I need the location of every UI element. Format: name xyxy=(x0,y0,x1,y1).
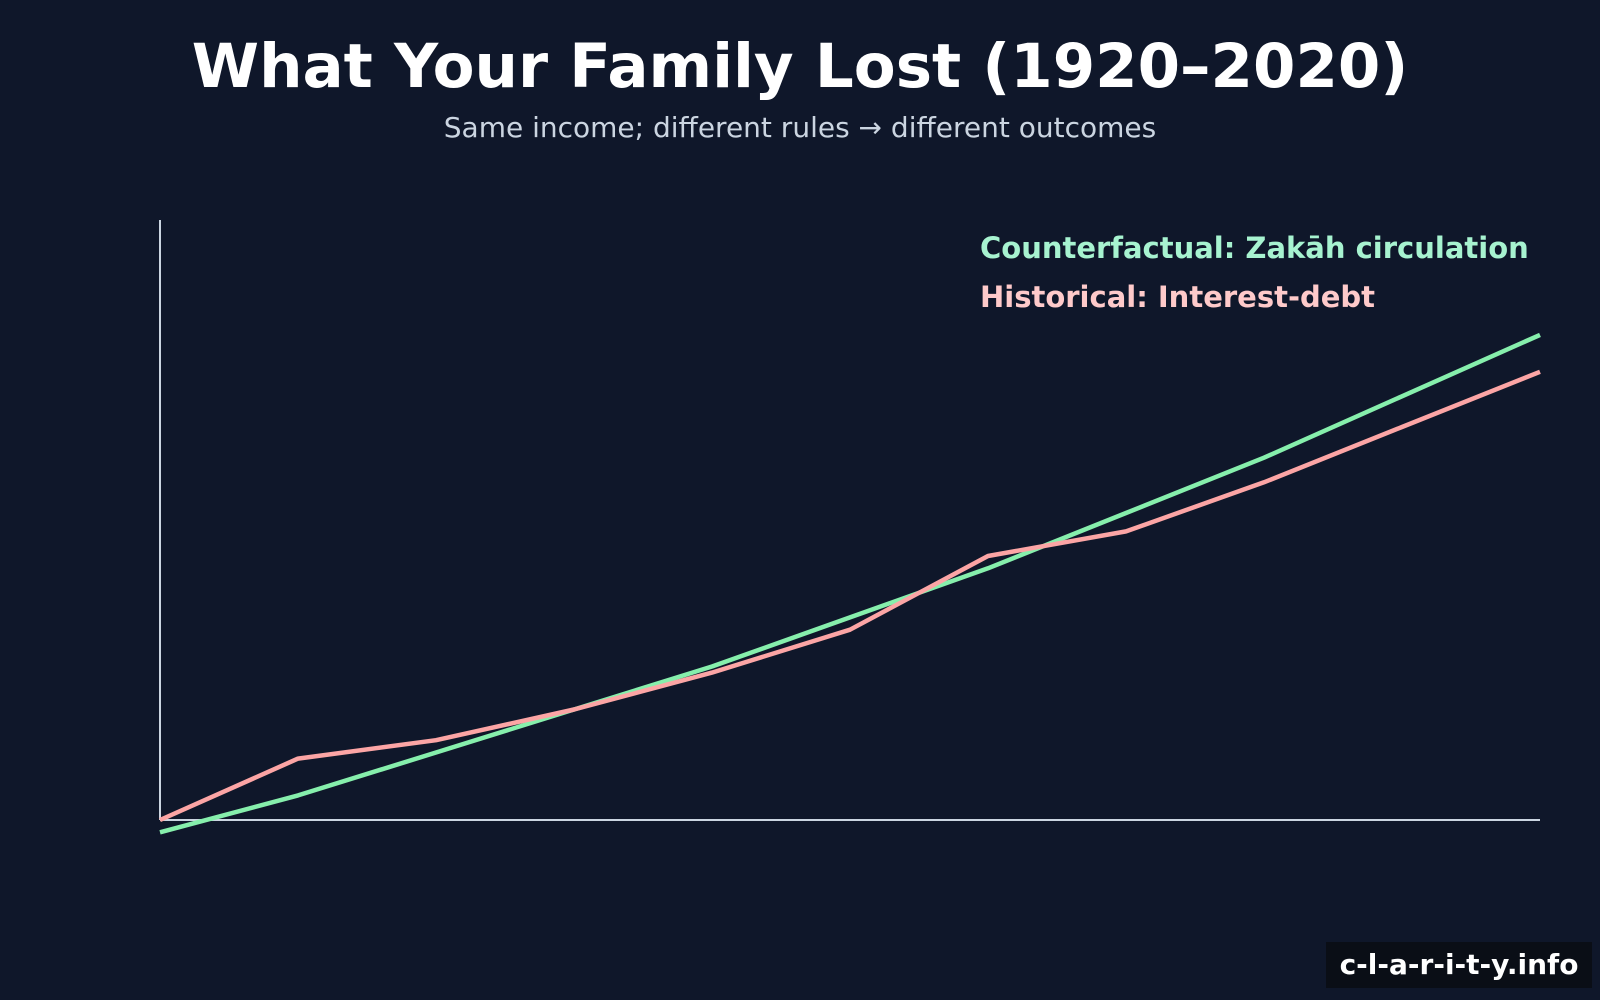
chart-title: What Your Family Lost (1920–2020) xyxy=(192,31,1408,102)
series-layer xyxy=(159,332,1541,835)
legend: Counterfactual: Zakāh circulation Histori… xyxy=(980,231,1529,314)
watermark: c-l-a-r-i-t-y.info xyxy=(1326,942,1592,988)
legend-entry-historical: Historical: Interest-debt xyxy=(980,280,1375,314)
series-line-counterfactual xyxy=(159,332,1541,835)
legend-entry-counterfactual: Counterfactual: Zakāh circulation xyxy=(980,231,1529,265)
chart-subtitle: Same income; different rules → different… xyxy=(444,111,1156,144)
series-line-historical xyxy=(159,369,1541,823)
